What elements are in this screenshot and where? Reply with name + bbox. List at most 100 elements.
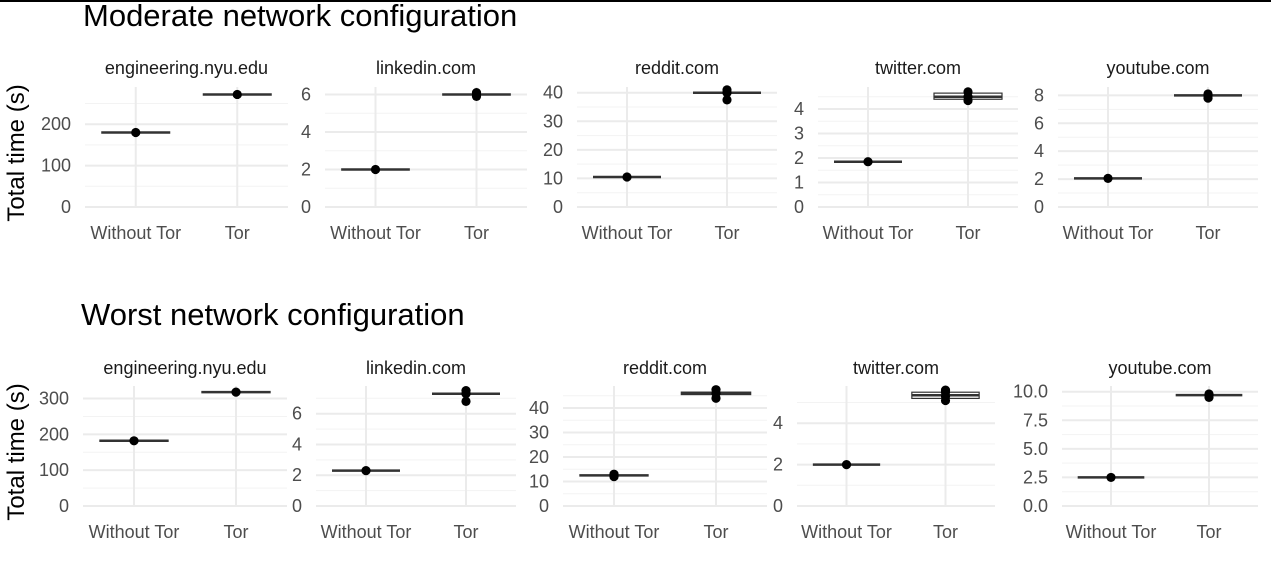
- x-tick-label: Without Tor: [90, 223, 181, 243]
- y-tick-label: 2: [301, 160, 311, 180]
- y-tick-label: 0: [292, 496, 302, 516]
- y-tick-label: 20: [529, 447, 549, 467]
- x-tick-label: Without Tor: [582, 223, 673, 243]
- y-tick-label: 10: [543, 168, 563, 188]
- x-tick-label: Tor: [933, 522, 958, 542]
- y-tick-label: 2: [1034, 169, 1044, 189]
- y-tick-label: 6: [1034, 113, 1044, 133]
- data-point: [963, 87, 973, 97]
- y-tick-label: 300: [39, 389, 69, 409]
- y-tick-label: 0.0: [1023, 496, 1048, 516]
- facet-panel-linkedin-com: 0 2 4 6 linkedin.com Without Tor Tor: [301, 58, 527, 243]
- data-point: [1204, 389, 1214, 399]
- data-point: [841, 460, 852, 470]
- y-tick-label: 30: [543, 111, 563, 131]
- y-tick-label: 2: [773, 455, 783, 475]
- facet-title: twitter.com: [875, 58, 961, 78]
- y-tick-label: 3: [794, 124, 804, 144]
- facet-panel-engineering-nyu-edu: 0 100 200 engineering.nyu.edu Without Tor Tor: [41, 58, 288, 243]
- data-point: [129, 436, 139, 446]
- facet-panel-youtube-com: 0.0 2.5 5.0 7.5 10.0 youtube.com Without Tor To…: [1013, 358, 1258, 542]
- y-tick-label: 0: [539, 496, 549, 516]
- data-point: [361, 466, 371, 476]
- x-tick-label: Tor: [955, 223, 980, 243]
- y-tick-label: 0: [1034, 197, 1044, 217]
- facet-title: twitter.com: [853, 358, 939, 378]
- facet-title: linkedin.com: [376, 58, 476, 78]
- data-point: [722, 95, 732, 105]
- y-tick-label: 2.5: [1023, 467, 1048, 487]
- facet-panel-twitter-com: 0 2 4 twitter.com Without Tor Tor: [773, 358, 995, 542]
- y-tick-label: 7.5: [1023, 410, 1048, 430]
- facet-panel-engineering-nyu-edu: 0 100 200 300 engineering.nyu.edu Without Tor…: [39, 358, 287, 542]
- y-tick-label: 1: [794, 173, 804, 193]
- x-tick-label: Tor: [464, 223, 489, 243]
- facet-title: engineering.nyu.edu: [103, 358, 266, 378]
- x-tick-label: Without Tor: [801, 522, 892, 542]
- y-tick-label: 0: [61, 197, 71, 217]
- data-point: [1103, 173, 1113, 183]
- y-tick-label: 10: [529, 472, 549, 492]
- data-point: [231, 387, 241, 397]
- y-tick-label: 6: [301, 85, 311, 105]
- section-title: Moderate network configuration: [83, 0, 517, 33]
- x-tick-label: Tor: [225, 223, 250, 243]
- y-tick-label: 200: [41, 114, 71, 134]
- y-tick-label: 8: [1034, 85, 1044, 105]
- facet-title: linkedin.com: [366, 358, 466, 378]
- x-tick-label: Without Tor: [1063, 223, 1154, 243]
- x-tick-label: Tor: [453, 522, 478, 542]
- facet-panel-linkedin-com: 0 2 4 6 linkedin.com Without Tor Tor: [292, 358, 516, 542]
- x-tick-label: Tor: [223, 522, 248, 542]
- y-tick-label: 10.0: [1013, 382, 1048, 402]
- y-tick-label: 4: [292, 434, 302, 454]
- facet-title: reddit.com: [635, 58, 719, 78]
- data-point: [461, 396, 471, 406]
- data-point: [722, 85, 732, 95]
- data-point: [1203, 89, 1213, 99]
- y-tick-label: 2: [794, 148, 804, 168]
- data-point: [711, 385, 721, 395]
- y-tick-label: 2: [292, 465, 302, 485]
- y-tick-label: 4: [794, 99, 804, 119]
- y-tick-label: 0: [59, 496, 69, 516]
- data-point: [232, 89, 242, 100]
- x-tick-label: Without Tor: [321, 522, 412, 542]
- data-point: [1106, 472, 1116, 483]
- facet-panel-youtube-com: 0 2 4 6 8 youtube.com Without Tor Tor: [1034, 58, 1258, 243]
- y-tick-label: 30: [529, 423, 549, 443]
- x-tick-label: Without Tor: [330, 223, 421, 243]
- top-border: [0, 0, 1271, 2]
- facet-title: engineering.nyu.edu: [105, 58, 268, 78]
- x-tick-label: Tor: [1196, 522, 1221, 542]
- y-tick-label: 0: [301, 197, 311, 217]
- section-title: Worst network configuration: [81, 297, 465, 332]
- y-tick-label: 5.0: [1023, 439, 1048, 459]
- y-axis-label: Total time (s): [3, 84, 30, 221]
- facet-panel-reddit-com: 0 10 20 30 40 reddit.com Without Tor Tor: [529, 358, 767, 542]
- y-tick-label: 4: [1034, 141, 1044, 161]
- y-tick-label: 0: [794, 197, 804, 217]
- y-tick-label: 200: [39, 424, 69, 444]
- y-tick-label: 4: [773, 413, 783, 433]
- data-point: [370, 164, 381, 175]
- x-tick-label: Without Tor: [1066, 522, 1157, 542]
- x-tick-label: Without Tor: [89, 522, 180, 542]
- facet-panel-twitter-com: 0 1 2 3 4 twitter.com Without Tor Tor: [794, 58, 1018, 243]
- data-point: [863, 157, 873, 167]
- x-tick-label: Without Tor: [823, 223, 914, 243]
- facet-title: reddit.com: [623, 358, 707, 378]
- y-tick-label: 100: [41, 156, 71, 176]
- x-tick-label: Tor: [1195, 223, 1220, 243]
- data-point: [461, 386, 471, 396]
- data-point: [131, 127, 141, 138]
- y-tick-label: 6: [292, 404, 302, 424]
- x-tick-label: Without Tor: [569, 522, 660, 542]
- y-tick-label: 40: [543, 83, 563, 103]
- x-tick-label: Tor: [703, 522, 728, 542]
- facet-panel-reddit-com: 0 10 20 30 40 reddit.com Without Tor Tor: [543, 58, 777, 243]
- y-tick-label: 0: [773, 496, 783, 516]
- facet-title: youtube.com: [1106, 58, 1209, 78]
- y-axis-label: Total time (s): [3, 383, 30, 520]
